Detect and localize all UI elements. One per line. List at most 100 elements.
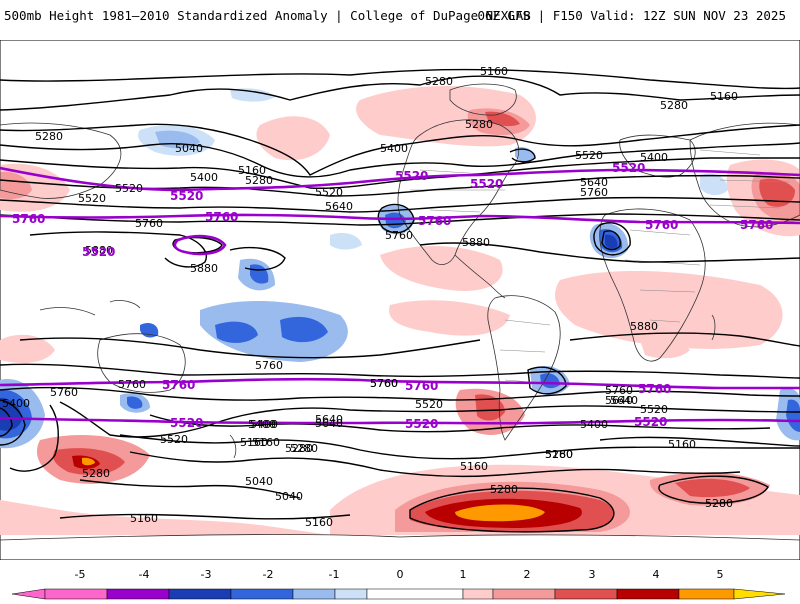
continent-outlines — [0, 83, 800, 541]
contour-label: 5520 — [315, 186, 343, 199]
contour-labels: 5280 5160 5280 5160 5280 5040 5400 5160 … — [2, 65, 738, 529]
legend-tick: 0 — [396, 568, 404, 581]
anomaly-negative — [280, 316, 328, 343]
anomaly-positive — [675, 478, 750, 498]
legend-tick: -2 — [262, 568, 274, 581]
contour-label: 5040 — [175, 142, 203, 155]
contour-label: 5640 — [610, 394, 638, 407]
title-bar: 500mb Height 1981–2010 Standardized Anom… — [0, 0, 800, 30]
colorbar-segment — [492, 588, 556, 600]
highlight-label: 5520 — [170, 189, 203, 203]
anomaly-negative — [0, 397, 22, 431]
legend-tick: 5 — [716, 568, 724, 581]
contour-label: 5280 — [545, 448, 573, 461]
contour-label: 5520 — [160, 433, 188, 446]
contour-label: 5040 — [245, 475, 273, 488]
coast-africa — [599, 208, 706, 362]
anomaly-positive — [0, 500, 330, 535]
contour-label: 5760 — [580, 186, 608, 199]
anomaly-negative — [700, 173, 728, 196]
coast-madagascar — [711, 314, 716, 341]
colorbar-segment — [292, 588, 336, 600]
map-title: 500mb Height 1981–2010 Standardized Anom… — [4, 8, 531, 23]
contour-label: 5520 — [115, 182, 143, 195]
highlight-label: 5520 — [470, 177, 503, 191]
contour-label: 5160 — [460, 460, 488, 473]
contour-label: 5280 — [290, 442, 318, 455]
contour-label: 5160 — [480, 65, 508, 78]
coast-greenland — [449, 83, 517, 116]
anomaly-negative — [200, 300, 348, 362]
coast-asia-west — [0, 122, 122, 199]
colorbar-segment — [106, 588, 170, 600]
highlight-contours — [0, 166, 800, 425]
anomaly-positive — [475, 394, 505, 421]
contour-label: 5400 — [250, 418, 278, 431]
anomaly-negative — [230, 88, 275, 102]
contour-label: 5280 — [660, 99, 688, 112]
contour-label: 5160 — [305, 516, 333, 529]
contour-label: 5640 — [580, 176, 608, 189]
contour-label: 5760 — [385, 229, 413, 242]
contour-label: 5400 — [380, 142, 408, 155]
highlight-label: 5760 — [638, 382, 671, 396]
contour-label: 5640 — [315, 413, 343, 426]
contour-label: 5760 — [118, 378, 146, 391]
highlight-label: 5760 — [205, 210, 238, 224]
anomaly-positive — [455, 504, 545, 522]
highlight-label: 5760 — [405, 379, 438, 393]
contour-label: 5400 — [190, 171, 218, 184]
anomaly-positive — [389, 300, 510, 336]
legend-tick: 2 — [523, 568, 531, 581]
contour-label: 5280 — [465, 118, 493, 131]
contour-label: 5520 — [640, 403, 668, 416]
contour-label: 5160 — [130, 512, 158, 525]
highlight-label: 5520 — [405, 417, 438, 431]
legend-tick: 1 — [459, 568, 467, 581]
highlight-label: 5760 — [645, 218, 678, 232]
colorbar-cap-high — [733, 588, 786, 600]
height-contours — [0, 68, 800, 533]
anomaly-negative — [330, 233, 362, 250]
coast-south-america — [487, 295, 561, 441]
contour-label: 5400 — [580, 418, 608, 431]
highlight-label: 5520 — [612, 161, 645, 175]
highlight-label: 5760 — [162, 378, 195, 392]
coast-central-america — [454, 254, 506, 299]
contour-label: 5280 — [490, 483, 518, 496]
legend-tick: -3 — [200, 568, 212, 581]
anomaly-positive — [380, 245, 503, 291]
contour-5520-south — [0, 416, 800, 425]
legend-tick: 4 — [652, 568, 660, 581]
contour-5520-north — [0, 166, 800, 192]
highlight-labels: 5520 5760 5520 5760 5520 5760 5520 5760 … — [12, 161, 773, 431]
anomaly-negative — [605, 234, 618, 249]
contour-label: 5160 — [668, 438, 696, 451]
coast-antarctica — [0, 534, 800, 541]
anomaly-positive — [555, 270, 783, 349]
map-canvas: 5280 5160 5280 5160 5280 5040 5400 5160 … — [0, 39, 800, 561]
contour-label: 5400 — [2, 397, 30, 410]
contour-label: 5280 — [705, 497, 733, 510]
colorbar-segment — [678, 588, 735, 600]
colorbar — [11, 588, 786, 600]
contour-label: 5280 — [425, 75, 453, 88]
highlight-label: 5520 — [395, 169, 428, 183]
contour-label: 5160 — [240, 436, 268, 449]
contour-label: 5760 — [605, 384, 633, 397]
contour-label: 5640 — [605, 394, 633, 407]
anomaly-negative — [215, 321, 258, 343]
highlight-label: 5760 — [740, 218, 773, 232]
contour-label: 5760 — [255, 359, 283, 372]
coast-new-zealand — [229, 434, 237, 459]
anomaly-legend: -5 -4 -3 -2 -1 0 1 2 3 4 5 — [0, 568, 800, 600]
contour-label: 5280 — [35, 130, 63, 143]
contour-5760-north — [0, 213, 800, 225]
contour-label: 5040 — [275, 490, 303, 503]
anomaly-negative — [127, 396, 143, 409]
legend-tick: -5 — [74, 568, 86, 581]
contour-label: 5160 — [252, 436, 280, 449]
contour-label: 5160 — [710, 90, 738, 103]
colorbar-segment — [366, 588, 464, 600]
contour-label: 5520 — [415, 398, 443, 411]
